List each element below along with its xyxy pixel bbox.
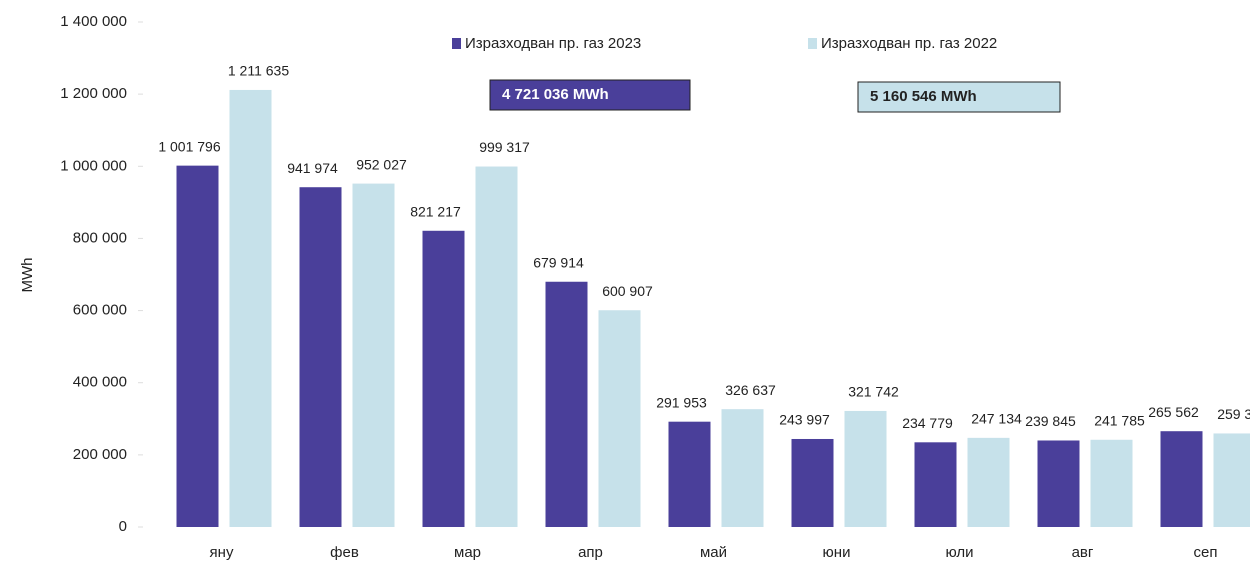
data-label: 239 845 [1025,413,1076,429]
y-tick-label: 200 000 [73,446,127,463]
bar [598,310,641,527]
legend-label: Изразходван пр. газ 2023 [465,35,641,52]
total-label: 4 721 036 MWh [502,86,609,103]
bar [844,410,887,527]
data-label: 326 637 [725,382,776,398]
data-label: 243 997 [779,412,830,428]
x-tick-label: мар [454,544,481,561]
bar [299,187,342,527]
bar [967,437,1010,527]
y-tick-label: 600 000 [73,302,127,319]
bar [1037,440,1080,527]
y-tick-label: 800 000 [73,229,127,246]
bar [545,281,588,527]
y-tick-label: 1 200 000 [60,85,127,102]
x-tick-label: фев [330,544,359,561]
data-label: 291 953 [656,394,707,410]
total-box [857,81,1061,113]
data-label: 952 027 [356,156,407,172]
bar [1160,431,1203,527]
legend-label: Изразходван пр. газ 2022 [821,35,997,52]
bar [229,89,272,527]
data-label: 600 907 [602,283,653,299]
data-label: 1 001 796 [158,138,220,154]
legend-swatch [452,38,461,49]
data-label: 265 562 [1148,404,1199,420]
data-label: 241 785 [1094,412,1145,428]
data-label: 821 217 [410,203,461,219]
x-tick-label: апр [578,544,603,561]
bar [668,421,711,527]
y-tick-label: 1 400 000 [60,13,127,30]
x-tick-label: май [700,544,727,561]
x-tick-label: юли [945,544,973,561]
bar [1090,439,1133,527]
bar [475,166,518,527]
legend-swatch [808,38,817,49]
y-tick-label: 1 000 000 [60,157,127,174]
data-label: 1 211 635 [228,63,289,79]
bar [791,438,834,527]
data-label: 999 317 [479,139,530,155]
total-box [489,79,691,111]
y-tick-label: 400 000 [73,374,127,391]
data-label: 941 974 [287,160,338,176]
data-label: 259 361 [1217,406,1250,422]
bar [1213,433,1250,527]
data-label: 679 914 [533,254,584,270]
y-axis-label: MWh [19,258,36,293]
x-tick-label: авг [1072,544,1094,561]
bar [721,409,764,527]
bar [914,442,957,527]
y-tick-label: 0 [119,518,127,535]
data-label: 321 742 [848,384,899,400]
x-tick-label: юни [823,544,851,561]
bar [176,165,219,527]
data-label: 234 779 [902,415,953,431]
x-tick-label: яну [210,544,234,561]
total-label: 5 160 546 MWh [870,88,977,105]
data-label: 247 134 [971,411,1022,427]
bar [352,183,395,527]
x-tick-label: сеп [1194,544,1218,561]
bar [422,230,465,527]
